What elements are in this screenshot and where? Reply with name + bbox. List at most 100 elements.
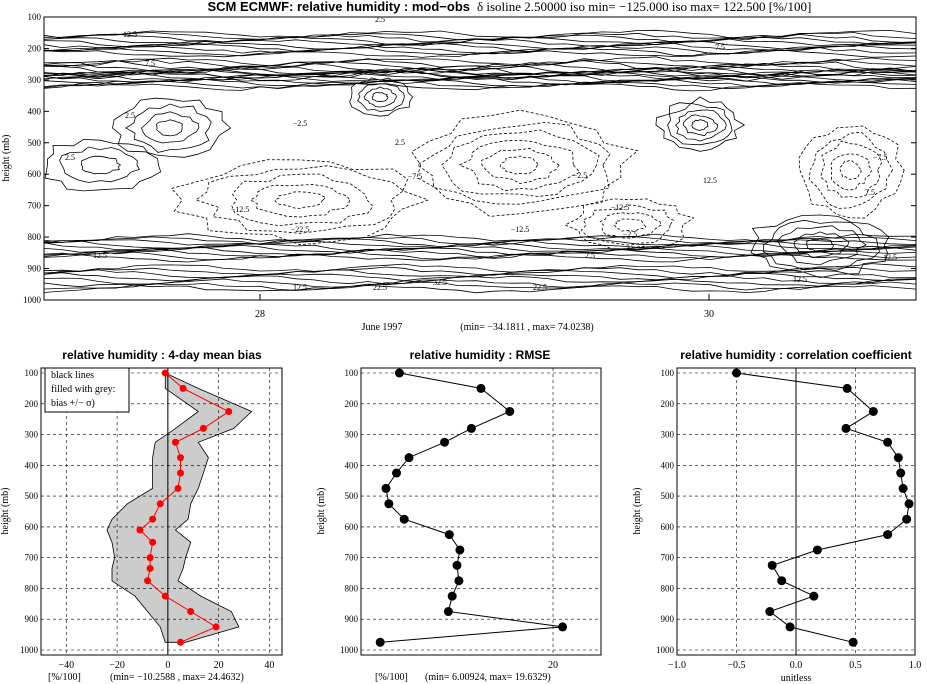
contour-xlabel: June 1997 (362, 322, 403, 333)
rmse-data-point (447, 591, 457, 601)
contour-isoline-positive (43, 250, 917, 261)
contour-isoline-positive (667, 102, 733, 146)
contour-label: −2.5 (573, 171, 588, 180)
correlation-profile-line (736, 372, 910, 643)
contour-isoline-positive (43, 238, 917, 248)
bias-data-point (149, 515, 157, 523)
contour-isoline-positive (59, 146, 140, 183)
contour-label: −12.5 (231, 205, 250, 214)
contour-title: SCM ECMWF: relative humidity : mod−obs (207, 0, 470, 14)
contour-label: −22.5 (291, 225, 310, 234)
contour-isoline-positive (43, 246, 917, 256)
contour-lines (43, 29, 917, 294)
contour-isoline-positive (43, 275, 917, 285)
contour-label: 2.5 (585, 251, 595, 260)
contour-isoline-negative (195, 165, 404, 234)
contour-isoline-positive (43, 69, 916, 82)
rmse-data-point (392, 468, 402, 478)
contour-label: 7.5 (865, 188, 875, 197)
contour-isoline-positive (43, 81, 917, 92)
rmse-data-point (375, 637, 385, 647)
contour-y-tick-label: 600 (28, 169, 42, 179)
rmse-ticks: 100 200 300 400 500 600 700 800 900 1000 20 (340, 368, 558, 671)
rmse-data-point (505, 406, 515, 416)
rmse-data-point (454, 576, 464, 586)
correlation-x-tick-label: −1.0 (668, 660, 686, 671)
contour-y-tick-label: 500 (28, 138, 42, 148)
rmse-y-tick-label: 500 (345, 491, 359, 501)
bias-sigma-area (106, 372, 253, 643)
rmse-data-point (381, 483, 391, 493)
bias-legend: black lines filled with grey: bias +/− σ… (44, 367, 130, 413)
rmse-data-point (558, 622, 568, 632)
rmse-stats: (min= 6.00924, max= 19.6329) (425, 672, 551, 683)
correlation-y-tick-label: 200 (661, 399, 675, 409)
correlation-data-point (809, 591, 819, 601)
correlation-grid (676, 368, 916, 655)
correlation-y-tick-label: 1000 (656, 645, 675, 655)
contour-label: 2.5 (395, 138, 405, 147)
contour-isoline-positive (112, 97, 232, 158)
contour-isoline-positive (43, 40, 917, 50)
contour-isoline-positive (762, 219, 880, 271)
contour-isoline-positive (43, 72, 917, 82)
bias-data-point (146, 564, 154, 572)
bias-data-point (146, 554, 154, 562)
contour-label: 7.5 (145, 59, 155, 68)
correlation-data-point (898, 483, 908, 493)
bias-data-point (161, 369, 169, 377)
bias-y-tick-label: 400 (25, 460, 39, 470)
contour-isoline-negative (249, 184, 350, 218)
correlation-data-point (883, 530, 893, 540)
contour-isoline-positive (43, 278, 917, 288)
bias-data-point (212, 623, 220, 631)
contour-isoline-positive (43, 67, 917, 80)
bias-y-tick-label: 500 (25, 491, 39, 501)
correlation-data-point (868, 406, 878, 416)
correlation-ylabel: height (mb) (632, 488, 643, 535)
correlation-data-point (883, 437, 893, 447)
bias-y-tick-label: 1000 (20, 645, 39, 655)
contour-isoline-negative (599, 212, 662, 239)
bias-y-tick-label: 700 (25, 553, 39, 563)
contour-labels: 12.5 2.5 2.5 2.5 7.5 −2.5 2.5 −7.5 −12.5 −22.5 −2.… (65, 15, 897, 292)
correlation-xlabel: unitless (781, 673, 812, 684)
contour-isoline-negative (839, 159, 862, 180)
bias-data-point (177, 469, 185, 477)
bias-sigma-band (106, 372, 253, 643)
contour-isoline-positive (750, 214, 890, 279)
correlation-y-tick-label: 600 (661, 522, 675, 532)
contour-isoline-positive (43, 272, 917, 282)
contour-isoline-positive (691, 119, 709, 131)
contour-label: 2.5 (65, 153, 75, 162)
rmse-xlabel: [%/100] (375, 672, 408, 683)
contour-isoline-negative (274, 191, 327, 209)
bias-grid (41, 368, 282, 655)
correlation-data-point (896, 468, 906, 478)
contour-isoline-positive (44, 138, 162, 192)
correlation-y-tick-label: 300 (661, 430, 675, 440)
rmse-y-tick-label: 700 (345, 553, 359, 563)
contour-isoline-positive (371, 92, 389, 103)
contour-isoline-negative (481, 147, 560, 184)
bias-data-point (177, 454, 185, 462)
correlation-data-point (848, 637, 858, 647)
contour-isoline-negative (231, 173, 374, 227)
correlation-x-tick-label: 0.0 (790, 660, 803, 671)
contour-isoline-positive (140, 111, 200, 144)
bias-x-tick-label: 40 (264, 660, 274, 671)
contour-label: −2.5 (293, 119, 308, 128)
contour-isoline-positive (80, 155, 121, 175)
bias-data-point (199, 424, 207, 432)
contour-isoline-positive (43, 263, 917, 273)
contour-isoline-positive (43, 233, 917, 243)
bias-legend-line-3: bias +/− σ) (51, 398, 95, 409)
contour-isoline-positive (156, 119, 183, 137)
contour-isoline-positive (43, 42, 917, 52)
bias-y-tick-label: 100 (25, 368, 39, 378)
bias-x-tick-label: −40 (59, 660, 75, 671)
correlation-y-tick-label: 500 (661, 491, 675, 501)
contour-isoline-positive (43, 60, 917, 73)
correlation-ticks: 100 200 300 400 500 600 700 800 900 1000 −1.0 −0.5 0… (656, 368, 921, 671)
